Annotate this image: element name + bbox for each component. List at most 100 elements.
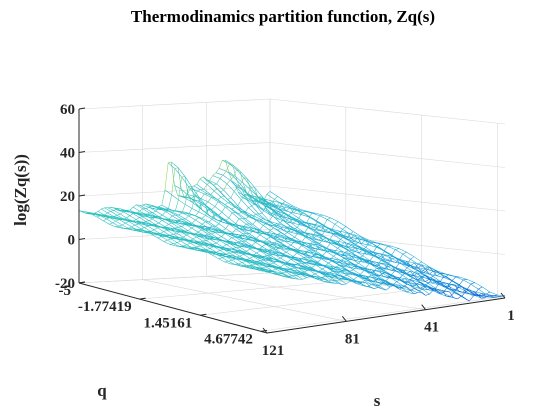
mesh-line-q xyxy=(160,231,164,234)
mesh-line-q xyxy=(417,261,422,265)
mesh-line-q xyxy=(252,237,257,241)
mesh-line-q xyxy=(208,227,212,230)
mesh-line-q xyxy=(402,288,407,293)
mesh-line-q xyxy=(350,271,355,274)
mesh-line-q xyxy=(401,285,406,288)
mesh-line-q xyxy=(256,201,261,208)
mesh-line-q xyxy=(274,271,279,273)
mesh-line-q xyxy=(286,204,291,209)
mesh-line-q xyxy=(237,245,242,247)
mesh-line-q xyxy=(335,232,340,236)
mesh-line-q xyxy=(417,276,422,281)
mesh-line-q xyxy=(271,250,275,253)
mesh-line-q xyxy=(466,284,472,290)
mesh-line-q xyxy=(248,265,253,268)
mesh-line-q xyxy=(336,239,341,245)
mesh-line-q xyxy=(331,276,336,278)
mesh-line-q xyxy=(326,248,331,251)
mesh-line-q xyxy=(226,180,231,185)
mesh-line-q xyxy=(258,212,263,215)
mesh-line-q xyxy=(250,253,255,256)
mesh-line-q xyxy=(276,257,281,260)
mesh-line-q xyxy=(286,221,291,224)
mesh-line-q xyxy=(280,237,285,241)
mesh-line-q xyxy=(240,265,245,268)
mesh-line-q xyxy=(238,240,242,242)
mesh-line-q xyxy=(211,210,216,220)
mesh-line-q xyxy=(174,199,179,212)
mesh-line-q xyxy=(251,196,256,198)
mesh-line-q xyxy=(151,225,156,227)
mesh-line-q xyxy=(355,254,360,259)
mesh-line-q xyxy=(251,203,256,207)
mesh-line-q xyxy=(274,259,279,263)
mesh-line-q xyxy=(328,259,333,261)
mesh-line-q xyxy=(216,240,220,244)
mesh-line-q xyxy=(222,170,227,176)
mesh-line-q xyxy=(353,265,358,270)
mesh-line-q xyxy=(231,251,236,253)
mesh-line-q xyxy=(201,227,206,231)
mesh-line-q xyxy=(308,255,312,257)
mesh-line-q xyxy=(244,245,248,249)
mesh-line-q xyxy=(256,260,260,263)
mesh-line-q xyxy=(300,222,304,226)
mesh-line-q xyxy=(152,216,156,220)
mesh-line-q xyxy=(362,250,367,256)
mesh-line-q xyxy=(449,291,454,298)
mesh-line-q xyxy=(191,214,196,217)
mesh-line-q xyxy=(293,249,298,252)
mesh-line-q xyxy=(340,245,345,249)
mesh-line-q xyxy=(141,222,146,226)
mesh-line-q xyxy=(429,289,434,295)
mesh-line-q xyxy=(355,255,360,259)
mesh-line-q xyxy=(274,196,278,200)
mesh-line-q xyxy=(262,242,267,244)
mesh-line-q xyxy=(155,233,160,236)
mesh-line-q xyxy=(263,239,267,243)
mesh-line-q xyxy=(227,237,232,241)
mesh-line-q xyxy=(392,257,396,259)
mesh-line-q xyxy=(304,251,309,256)
mesh-line-q xyxy=(258,195,262,198)
mesh-line-q xyxy=(188,246,192,249)
mesh-line-q xyxy=(185,212,189,215)
mesh-line-q xyxy=(434,288,440,294)
mesh-line-q xyxy=(228,212,233,219)
mesh-line-q xyxy=(227,197,231,200)
mesh-line-q xyxy=(252,229,257,231)
mesh-line-q xyxy=(305,213,309,218)
mesh-line-q xyxy=(235,251,240,253)
mesh-line-q xyxy=(311,234,316,240)
mesh-line-q xyxy=(249,239,253,242)
mesh-line-q xyxy=(171,168,176,195)
mesh-line-q xyxy=(248,205,252,208)
mesh-line-q xyxy=(322,237,327,240)
mesh-line-q xyxy=(113,207,118,211)
mesh-line-q xyxy=(287,237,292,240)
mesh-line-q xyxy=(252,231,257,233)
mesh-line-q xyxy=(103,215,108,218)
mesh-line-q xyxy=(317,258,322,263)
mesh-line-q xyxy=(335,230,340,235)
mesh-line-q xyxy=(368,280,373,282)
mesh-line-q xyxy=(327,217,331,220)
mesh-line-q xyxy=(215,219,219,221)
mesh-line-q xyxy=(249,256,254,259)
mesh-line-q xyxy=(408,282,414,287)
mesh-line-q xyxy=(255,263,260,265)
mesh-line-q xyxy=(242,182,247,193)
mesh-line-q xyxy=(250,268,255,270)
mesh-line-q xyxy=(282,206,287,212)
mesh-line-q xyxy=(243,177,248,179)
grid-line-q-floor xyxy=(78,272,271,284)
mesh-line-q xyxy=(276,202,280,207)
mesh-line-q xyxy=(230,256,235,259)
mesh-line-q xyxy=(303,224,308,228)
mesh-line-q xyxy=(129,206,134,211)
mesh-line-q xyxy=(232,164,237,177)
mesh-line-q xyxy=(203,184,208,190)
mesh-line-q xyxy=(319,214,324,217)
mesh-line-q xyxy=(321,225,326,232)
mesh-line-q xyxy=(149,214,153,216)
